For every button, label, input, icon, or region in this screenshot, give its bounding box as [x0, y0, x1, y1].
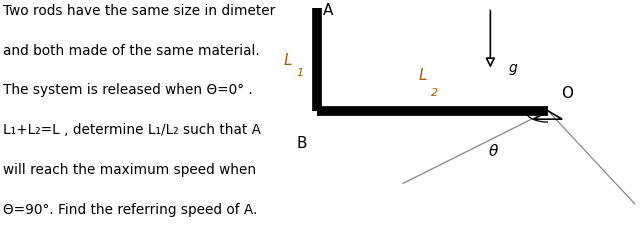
Text: L: L [283, 53, 292, 68]
Text: L: L [419, 68, 428, 83]
Text: The system is released when Θ=0° .: The system is released when Θ=0° . [3, 83, 253, 98]
Text: 1: 1 [296, 68, 303, 78]
Text: 2: 2 [431, 88, 438, 98]
Text: will reach the maximum speed when: will reach the maximum speed when [3, 163, 256, 177]
Text: and both made of the same material.: and both made of the same material. [3, 44, 260, 58]
Text: θ: θ [489, 144, 498, 159]
Text: L₁+L₂=L , determine L₁/L₂ such that A: L₁+L₂=L , determine L₁/L₂ such that A [3, 123, 261, 137]
Text: A: A [322, 3, 333, 18]
Text: Θ=90°. Find the referring speed of A.: Θ=90°. Find the referring speed of A. [3, 203, 258, 217]
Text: Two rods have the same size in dimeter: Two rods have the same size in dimeter [3, 4, 276, 18]
Text: O: O [561, 86, 573, 101]
Text: g: g [508, 61, 517, 75]
Text: B: B [297, 136, 307, 151]
